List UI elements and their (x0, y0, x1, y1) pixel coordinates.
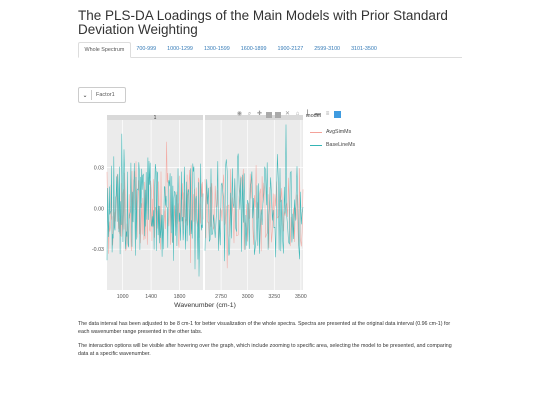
plotly-logo-icon[interactable] (334, 111, 341, 118)
zoom-out-icon[interactable] (275, 112, 281, 118)
y-tick-label: -0.03 (92, 247, 104, 253)
legend-swatch-avgsimms (310, 131, 322, 133)
tab-1300-1599[interactable]: 1300-1599 (203, 46, 230, 52)
legend-swatch-baselinems (310, 144, 322, 146)
facet-strip (205, 115, 303, 120)
info-paragraph-2: The interaction options will be visible … (78, 343, 452, 357)
series-line-avgsimms (106, 141, 204, 264)
series-line-baselinems (204, 124, 304, 262)
legend-label-baselinems: BaseLineMs (326, 142, 356, 148)
series-line-baselinems (106, 133, 204, 277)
select-divider (91, 90, 92, 100)
legend-item-baselinems[interactable]: BaseLineMs (310, 142, 355, 148)
hover-compare-icon[interactable]: ≡ (325, 111, 330, 117)
zoom-icon[interactable]: ⌕ (247, 111, 252, 117)
loadings-chart[interactable]: 0.03 0.00 -0.03 1 1000 1400 1800 2750 3000 3250 35… (80, 108, 380, 318)
page-title: The PLS-DA Loadings of the Main Models w… (78, 8, 448, 37)
tab-1000-1299[interactable]: 1000-1299 (167, 46, 193, 52)
zoom-in-icon[interactable] (266, 112, 272, 118)
autoscale-icon[interactable]: ✕ (284, 111, 291, 117)
factor-select[interactable]: ⌄ Factor1 (78, 87, 126, 103)
chevron-down-icon: ⌄ (82, 92, 88, 99)
modebar: ◉ ⌕ ✚ ✕ ⌂ ┃ ▬ ≡ (236, 111, 341, 118)
pan-icon[interactable]: ✚ (256, 111, 263, 117)
hover-closest-icon[interactable]: ▬ (314, 111, 321, 117)
legend-title: model (306, 113, 321, 119)
legend-item-avgsimms[interactable]: AvgSimMs (310, 129, 351, 135)
x-tick-label: 2750 (215, 294, 227, 300)
x-tick-label: 1000 (117, 294, 129, 300)
x-tick-label: 3500 (295, 294, 307, 300)
tab-bar: Whole Spectrum 700-999 1000-1299 1300-15… (78, 42, 462, 58)
tab-700-999[interactable]: 700-999 (136, 46, 157, 52)
tab-whole-spectrum[interactable]: Whole Spectrum (78, 42, 131, 58)
reset-axes-icon[interactable]: ⌂ (295, 111, 300, 117)
x-tick-label: 3000 (242, 294, 254, 300)
camera-icon[interactable]: ◉ (236, 111, 243, 117)
info-paragraph-1: The data interval has been adjusted to b… (78, 321, 451, 335)
tab-3101-3500[interactable]: 3101-3500 (351, 46, 377, 52)
x-tick-label: 1400 (145, 294, 157, 300)
facet-strip-label: 1 (154, 115, 157, 121)
tab-1600-1899[interactable]: 1600-1899 (240, 46, 267, 52)
factor-select-value: Factor1 (96, 92, 115, 98)
x-axis-title: Wavenumber (cm-1) (174, 302, 236, 309)
legend-label-avgsimms: AvgSimMs (326, 129, 352, 135)
x-tick-label: 3250 (268, 294, 280, 300)
spike-lines-icon[interactable]: ┃ (305, 111, 310, 117)
tab-1900-2127[interactable]: 1900-2127 (277, 46, 304, 52)
y-tick-label: 0.00 (94, 206, 104, 212)
facet-strip (107, 115, 203, 120)
tab-2599-3100[interactable]: 2599-3100 (314, 46, 341, 52)
y-tick-label: 0.03 (94, 166, 104, 172)
x-tick-label: 1800 (174, 294, 186, 300)
